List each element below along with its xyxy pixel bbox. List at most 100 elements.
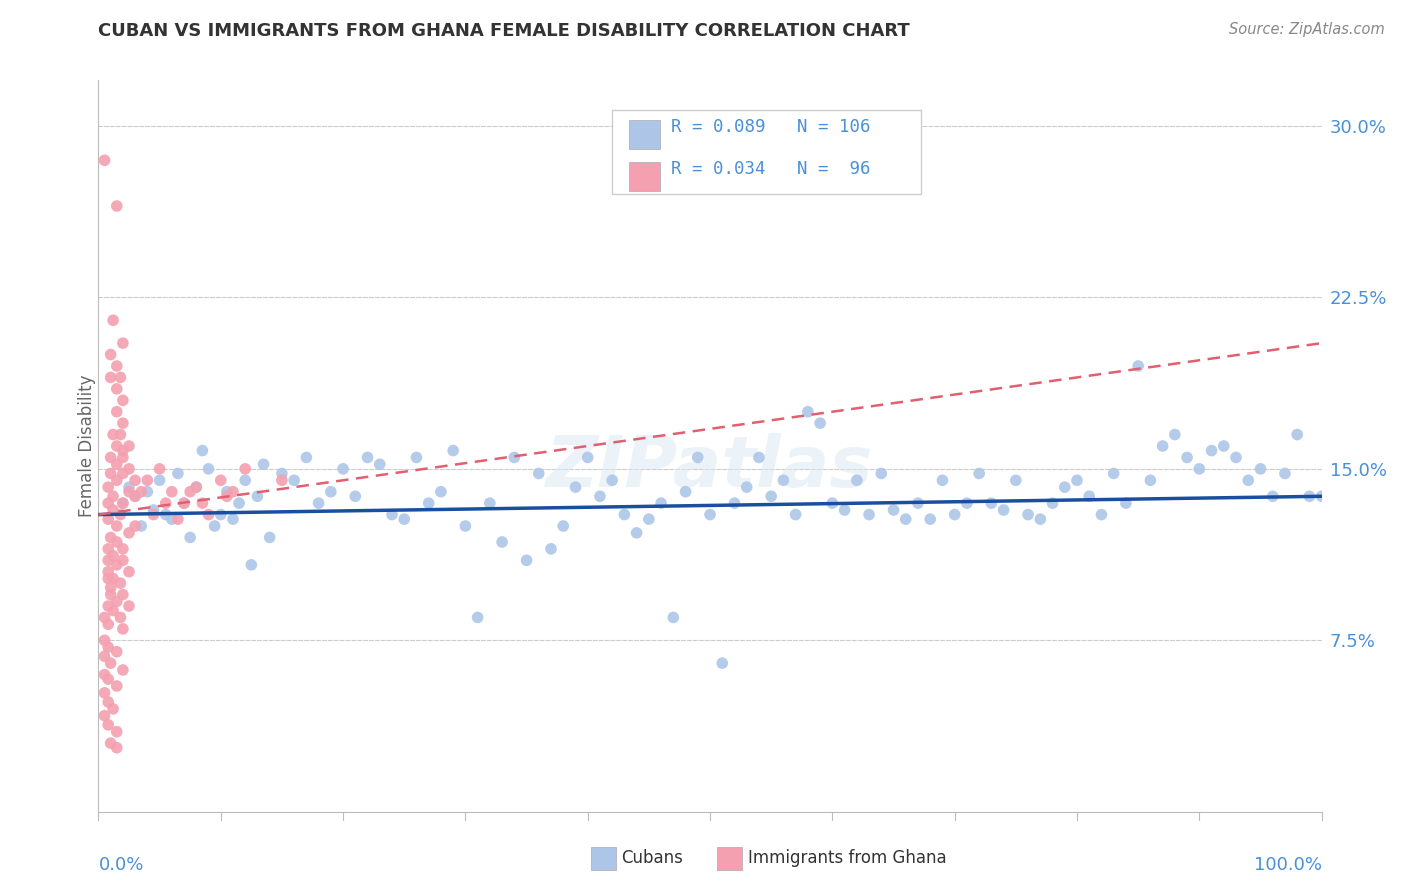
Point — [111, 443, 134, 458]
Point — [105, 724, 128, 739]
Point — [920, 512, 942, 526]
Point — [101, 702, 124, 716]
Point — [93, 153, 115, 168]
Point — [97, 553, 120, 567]
Point — [97, 672, 120, 686]
Y-axis label: Female Disability: Female Disability — [79, 375, 96, 517]
Point — [111, 541, 134, 556]
Point — [100, 736, 122, 750]
Point — [111, 588, 134, 602]
Point — [93, 633, 115, 648]
Point — [283, 473, 305, 487]
Point — [97, 565, 120, 579]
Point — [179, 484, 201, 499]
Point — [101, 503, 124, 517]
Point — [564, 480, 586, 494]
Point — [197, 462, 219, 476]
Point — [101, 549, 124, 563]
Point — [246, 489, 269, 503]
Point — [167, 512, 190, 526]
Point — [344, 489, 367, 503]
Text: R = 0.034   N =  96: R = 0.034 N = 96 — [671, 161, 870, 178]
Point — [111, 496, 134, 510]
Point — [105, 645, 128, 659]
Point — [1212, 439, 1234, 453]
Point — [405, 450, 427, 465]
Point — [93, 686, 115, 700]
Point — [1274, 467, 1296, 481]
Point — [808, 416, 831, 430]
Text: R = 0.089   N = 106: R = 0.089 N = 106 — [671, 119, 870, 136]
Point — [761, 489, 783, 503]
Point — [105, 594, 128, 608]
Point — [110, 610, 132, 624]
Point — [1128, 359, 1150, 373]
Point — [129, 484, 152, 499]
Point — [111, 450, 134, 465]
Point — [209, 473, 232, 487]
Point — [675, 484, 697, 499]
Point — [173, 496, 195, 510]
Point — [149, 462, 172, 476]
Point — [100, 370, 122, 384]
Point — [105, 519, 128, 533]
Point — [589, 489, 612, 503]
Point — [441, 443, 464, 458]
Point — [142, 508, 165, 522]
Point — [118, 525, 141, 540]
Point — [105, 458, 128, 472]
Point — [600, 473, 623, 487]
Point — [105, 535, 128, 549]
Text: CUBAN VS IMMIGRANTS FROM GHANA FEMALE DISABILITY CORRELATION CHART: CUBAN VS IMMIGRANTS FROM GHANA FEMALE DI… — [98, 22, 910, 40]
Point — [111, 336, 134, 351]
Point — [270, 473, 294, 487]
Point — [215, 484, 238, 499]
Point — [118, 439, 141, 453]
Point — [100, 450, 122, 465]
Point — [105, 199, 128, 213]
Point — [1053, 480, 1076, 494]
Point — [149, 473, 172, 487]
Point — [111, 467, 134, 481]
Point — [240, 558, 263, 572]
Point — [1029, 512, 1052, 526]
Point — [124, 519, 146, 533]
Point — [540, 541, 562, 556]
Point — [1237, 473, 1260, 487]
Point — [735, 480, 758, 494]
Point — [124, 473, 146, 487]
Point — [894, 512, 917, 526]
Point — [233, 473, 256, 487]
Point — [699, 508, 721, 522]
Point — [105, 679, 128, 693]
Point — [418, 496, 440, 510]
Point — [1225, 450, 1247, 465]
Point — [1004, 473, 1026, 487]
Point — [613, 508, 636, 522]
Point — [118, 480, 141, 494]
Text: 0.0%: 0.0% — [98, 855, 143, 873]
Point — [1102, 467, 1125, 481]
Point — [467, 610, 489, 624]
Point — [142, 503, 165, 517]
Point — [160, 484, 183, 499]
Point — [129, 519, 152, 533]
Point — [858, 508, 880, 522]
Point — [179, 530, 201, 544]
Point — [723, 496, 745, 510]
Point — [1175, 450, 1198, 465]
Point — [111, 663, 134, 677]
Point — [295, 450, 318, 465]
Point — [124, 489, 146, 503]
Point — [105, 558, 128, 572]
Point — [136, 484, 159, 499]
Point — [111, 496, 134, 510]
Point — [97, 599, 120, 613]
Point — [228, 496, 250, 510]
Point — [748, 450, 770, 465]
Point — [97, 617, 120, 632]
Point — [97, 541, 120, 556]
Point — [222, 512, 245, 526]
Point — [1078, 489, 1101, 503]
Point — [105, 382, 128, 396]
